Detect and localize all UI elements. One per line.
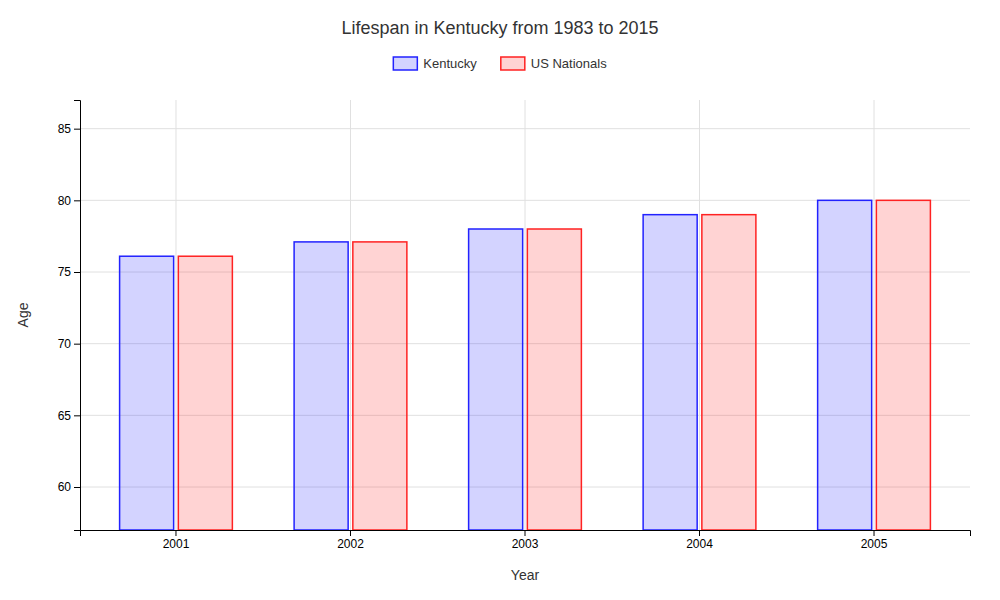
tick-mark — [699, 530, 700, 536]
title: Lifespan in Kentucky from 1983 to 2015 — [341, 18, 658, 38]
tick: 60 — [58, 480, 80, 494]
legend: Kentucky US Nationals — [393, 56, 607, 71]
tick: 2002 — [337, 530, 364, 551]
chart-container: 2001 2002 2003 2004 2005 60 65 70 75 80 85 Year Age L… — [0, 0, 1000, 600]
grid-line — [525, 100, 526, 530]
y-axis: 60 65 70 75 80 85 — [58, 101, 81, 531]
tick-label: 85 — [58, 122, 72, 136]
tick-label: 2002 — [337, 537, 364, 551]
grid-line — [874, 100, 875, 530]
legend-item: Kentucky — [393, 56, 477, 71]
tick-mark — [74, 200, 80, 201]
tick: 80 — [58, 194, 80, 208]
tick-mark — [74, 344, 80, 345]
legend-swatch — [393, 57, 417, 70]
grid-line — [350, 100, 351, 530]
bar — [120, 256, 174, 530]
tick: 2001 — [163, 530, 190, 551]
bar — [178, 256, 232, 530]
bars — [120, 200, 931, 530]
tick-label: 60 — [58, 480, 72, 494]
tick-mark — [350, 530, 351, 536]
tick-label: 75 — [58, 265, 72, 279]
tick-label: 80 — [58, 194, 72, 208]
tick: 70 — [58, 337, 80, 351]
grid-line — [175, 100, 176, 530]
tick: 75 — [58, 265, 80, 279]
bar — [469, 229, 523, 530]
plot-area: 2001 2002 2003 2004 2005 60 65 70 75 80 85 — [58, 100, 971, 551]
tick: 2005 — [861, 530, 888, 551]
axis-line — [81, 531, 971, 537]
tick-mark — [74, 272, 80, 273]
tick-label: 65 — [58, 409, 72, 423]
tick-mark — [874, 530, 875, 536]
bar — [702, 215, 756, 530]
x-axis: 2001 2002 2003 2004 2005 — [81, 530, 971, 551]
bar-series — [120, 200, 872, 530]
tick: 65 — [58, 409, 80, 423]
tick-label: 70 — [58, 337, 72, 351]
bar — [294, 242, 348, 530]
chart: 2001 2002 2003 2004 2005 60 65 70 75 80 85 Year Age L… — [0, 0, 1000, 600]
bar-series — [178, 200, 930, 530]
bar — [643, 215, 697, 530]
tick: 85 — [58, 122, 80, 136]
y-axis-title: Age — [15, 302, 31, 327]
tick-label: 2003 — [512, 537, 539, 551]
tick-mark — [525, 530, 526, 536]
bar — [353, 242, 407, 530]
tick-label: 2005 — [861, 537, 888, 551]
x-axis-title: Year — [511, 567, 540, 583]
tick: 2003 — [512, 530, 539, 551]
grid-line — [699, 100, 700, 530]
bar — [527, 229, 581, 530]
bar — [876, 200, 930, 530]
legend-label: US Nationals — [531, 56, 607, 71]
tick-mark — [74, 129, 80, 130]
tick: 2004 — [686, 530, 713, 551]
grid — [80, 100, 970, 530]
bar — [818, 200, 872, 530]
tick-mark — [74, 487, 80, 488]
axis-line — [74, 101, 81, 531]
legend-label: Kentucky — [423, 56, 477, 71]
tick-label: 2004 — [686, 537, 713, 551]
legend-swatch — [501, 57, 525, 70]
tick-mark — [175, 530, 176, 536]
legend-item: US Nationals — [501, 56, 607, 71]
tick-mark — [74, 415, 80, 416]
tick-label: 2001 — [163, 537, 190, 551]
